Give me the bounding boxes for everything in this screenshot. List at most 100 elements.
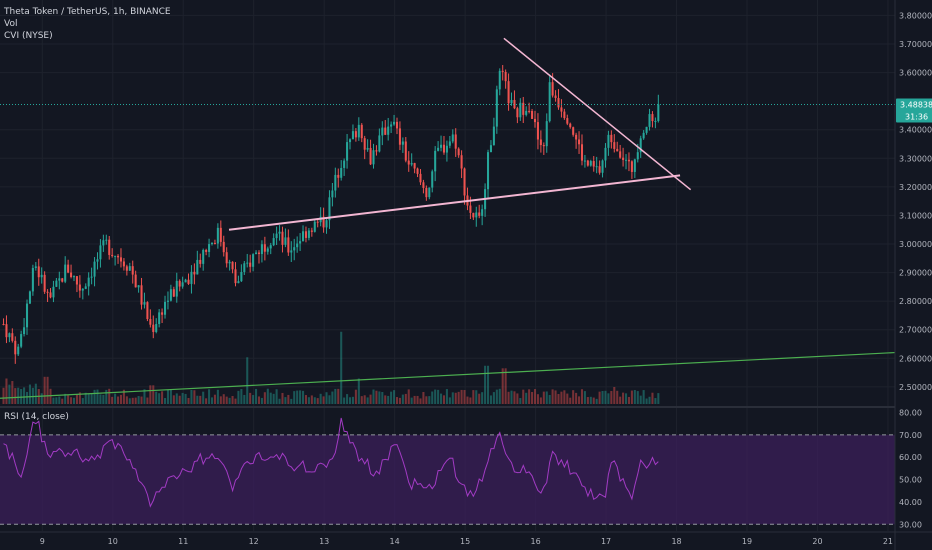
- volume-bar: [81, 398, 84, 404]
- volume-bar: [149, 385, 152, 404]
- volume-bar: [20, 389, 23, 404]
- candle-body: [495, 89, 498, 127]
- cvi-legend[interactable]: CVI (NYSE): [4, 31, 53, 41]
- volume-bar: [146, 397, 149, 404]
- candle-body: [334, 174, 337, 191]
- volume-bar: [410, 397, 413, 404]
- volume-bar: [28, 384, 31, 404]
- candle-body: [360, 124, 363, 139]
- resistance-trendline[interactable]: [503, 37, 692, 191]
- candle-body: [216, 227, 219, 244]
- candle-body: [252, 254, 255, 267]
- candle-body: [525, 110, 528, 115]
- volume-bar: [181, 392, 184, 404]
- candle-body: [263, 244, 266, 252]
- candle-body: [440, 144, 443, 148]
- symbol-legend[interactable]: Theta Token / TetherUS, 1h, BINANCE: [3, 7, 171, 17]
- candle-body: [140, 285, 143, 305]
- volume-bar: [166, 389, 169, 404]
- candle-body: [551, 82, 554, 96]
- volume-bar: [75, 394, 78, 404]
- candle-body: [155, 324, 158, 332]
- volume-bar: [363, 395, 366, 404]
- volume-bar: [272, 393, 275, 404]
- candle-body: [563, 111, 566, 119]
- candle-body: [46, 291, 49, 293]
- volume-bar: [237, 390, 240, 404]
- candles: [2, 65, 660, 364]
- volume-bar: [122, 389, 125, 404]
- price-axis[interactable]: 2.50000 2.60000 2.70000 2.80000 2.90000 3.000…: [899, 11, 932, 391]
- volume-bar: [657, 393, 660, 404]
- candle-body: [208, 244, 211, 252]
- candle-body: [340, 167, 343, 178]
- volume-bar: [278, 398, 281, 404]
- volume-bar: [108, 388, 111, 404]
- volume-bar: [486, 365, 490, 404]
- candle-body: [592, 161, 595, 167]
- rsi-axis[interactable]: 30.00 40.00 50.00 60.00 70.00 80.00: [899, 408, 922, 529]
- candle-body: [284, 237, 287, 245]
- volume-bar: [539, 397, 542, 404]
- volume-bar: [642, 390, 645, 404]
- candle-body: [190, 271, 193, 284]
- price-tick-label: 2.50000: [899, 383, 932, 392]
- candle-body: [639, 138, 642, 153]
- volume-bar: [387, 395, 390, 404]
- volume-bar: [375, 390, 378, 404]
- price-tag-value: 3.48838: [900, 100, 932, 109]
- candle-body: [569, 123, 572, 128]
- candle-body: [475, 212, 478, 218]
- volume-bar: [119, 394, 123, 404]
- volume-bar: [563, 390, 566, 404]
- candle-body: [260, 244, 263, 255]
- candle-body: [378, 135, 381, 152]
- volume-bar: [196, 395, 199, 404]
- volume-bar: [263, 392, 266, 404]
- volume-bar: [633, 390, 636, 404]
- volume-bar: [390, 391, 393, 404]
- last-price-tag: 3.48838 31:36: [896, 98, 932, 123]
- candle-body: [536, 122, 539, 140]
- volume-bar: [448, 397, 451, 404]
- volume-legend[interactable]: Vol: [4, 19, 17, 29]
- volume-bar: [193, 390, 196, 404]
- candle-body: [184, 279, 187, 283]
- volume-bar: [498, 388, 501, 404]
- candle-body: [64, 264, 67, 282]
- candle-body: [481, 209, 484, 216]
- candle-body: [619, 151, 622, 158]
- volume-bar: [310, 395, 313, 404]
- volume-bar: [328, 395, 331, 404]
- volume-bar: [413, 395, 416, 404]
- candle-body: [510, 99, 513, 104]
- time-tick-label: 16: [530, 537, 540, 546]
- volume-bar: [613, 387, 616, 404]
- price-tick-label: 3.60000: [899, 69, 932, 78]
- support-trendline[interactable]: [228, 174, 681, 231]
- rsi-legend[interactable]: RSI (14, close): [4, 412, 69, 422]
- volume-bar: [372, 389, 375, 404]
- candle-body: [627, 159, 630, 162]
- volume-bar: [216, 389, 219, 404]
- candle-body: [181, 282, 184, 287]
- volume-bar: [460, 389, 463, 404]
- candle-body: [381, 127, 384, 136]
- volume-bar: [351, 396, 354, 404]
- volume-bar: [319, 393, 322, 404]
- candle-body: [213, 242, 216, 244]
- volume-bar: [360, 396, 363, 404]
- time-axis[interactable]: 9 10 11 12 13 14 15 16 17 18 19 20 21: [40, 537, 893, 546]
- candle-body: [287, 237, 290, 253]
- volume-bar: [128, 398, 131, 404]
- volume-bar: [34, 383, 37, 404]
- volume-bar: [343, 397, 346, 404]
- volume-bar: [184, 393, 187, 404]
- volume-bar: [331, 391, 334, 404]
- candle-body: [595, 166, 598, 168]
- candle-body: [219, 227, 222, 242]
- volume-bar: [428, 396, 431, 404]
- volume-bar: [525, 392, 528, 404]
